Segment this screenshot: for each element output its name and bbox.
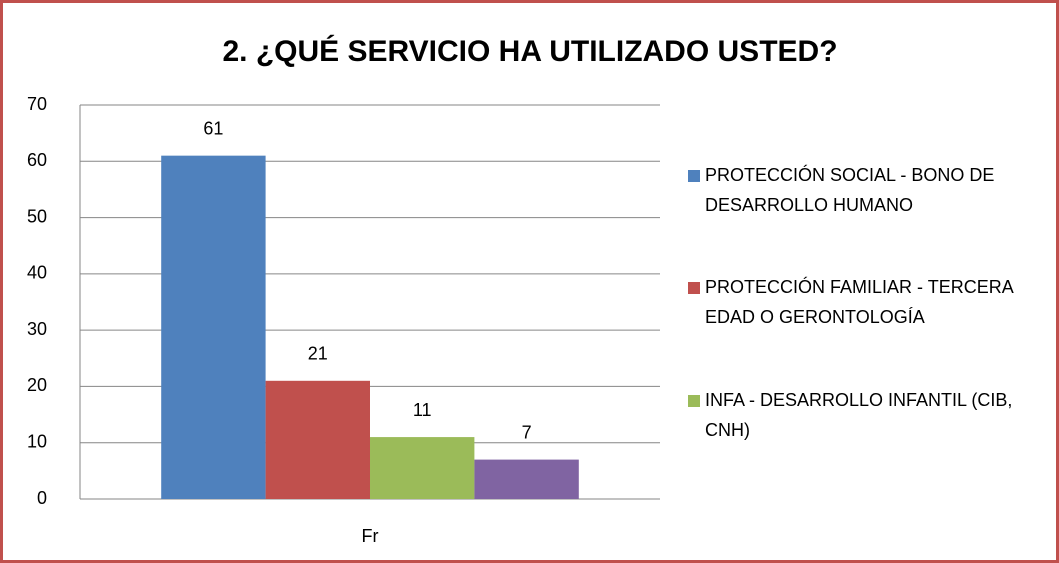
y-tick-label: 50 <box>27 206 47 226</box>
chart-title: 2. ¿QUÉ SERVICIO HA UTILIZADO USTED? <box>222 34 837 68</box>
legend-swatch <box>688 395 700 407</box>
bar <box>370 437 475 499</box>
legend-item: PROTECCIÓN SOCIAL - BONO DE DESARROLLO H… <box>688 160 1035 220</box>
data-label: 11 <box>413 400 432 420</box>
legend-swatch <box>688 170 700 182</box>
x-tick-label: Fr <box>362 526 379 546</box>
data-label: 7 <box>522 422 532 442</box>
y-tick-label: 20 <box>27 375 47 395</box>
y-tick-label: 70 <box>27 94 47 114</box>
bar <box>265 380 370 499</box>
y-tick-label: 40 <box>27 263 47 283</box>
legend-label: INFA - DESARROLLO INFANTIL (CIB, CNH) <box>705 390 1013 440</box>
bar <box>474 459 579 499</box>
legend-item: PROTECCIÓN FAMILIAR - TERCERA EDAD O GER… <box>688 272 1035 332</box>
legend-label: PROTECCIÓN SOCIAL - BONO DE DESARROLLO H… <box>705 165 995 215</box>
bar <box>161 155 266 499</box>
data-label: 21 <box>308 344 328 364</box>
y-tick-label: 0 <box>37 488 47 508</box>
y-tick-label: 30 <box>27 319 47 339</box>
data-label: 61 <box>203 118 223 138</box>
y-tick-label: 10 <box>27 431 47 451</box>
y-tick-label: 60 <box>27 150 47 170</box>
legend-swatch <box>688 282 700 294</box>
legend-item: INFA - DESARROLLO INFANTIL (CIB, CNH) <box>688 385 1035 445</box>
legend-label: PROTECCIÓN FAMILIAR - TERCERA EDAD O GER… <box>705 277 1013 327</box>
